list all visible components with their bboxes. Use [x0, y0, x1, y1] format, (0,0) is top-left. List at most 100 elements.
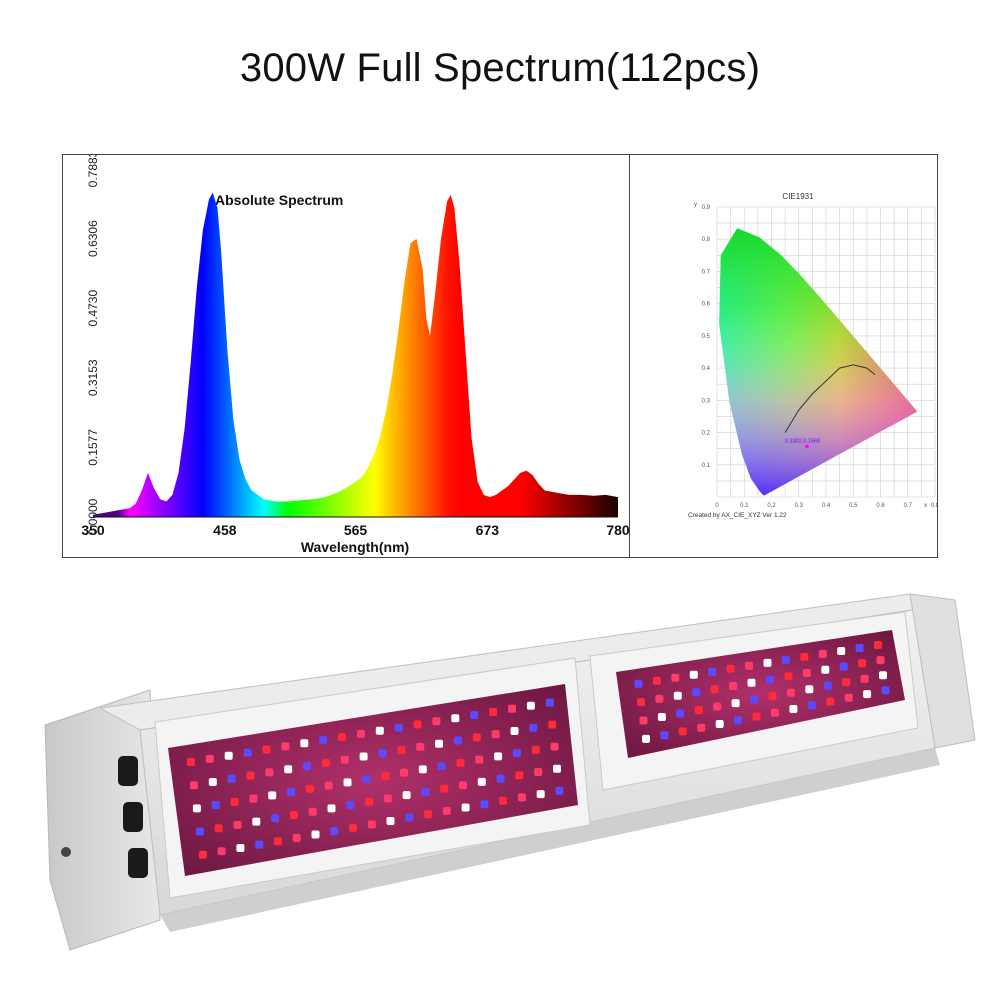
- led-chip: [300, 739, 309, 748]
- led-chip: [356, 729, 365, 738]
- cie-x-tick-label: 0: [715, 503, 719, 509]
- cable-port: [61, 847, 71, 857]
- led-chip: [287, 788, 295, 797]
- led-chip: [195, 827, 204, 836]
- led-chip: [657, 713, 666, 721]
- led-chip: [475, 755, 484, 764]
- led-chip: [863, 690, 872, 699]
- led-chip: [230, 797, 239, 806]
- cie-point-label: 0.3302,0.1568: [785, 438, 820, 444]
- led-chip: [461, 803, 470, 812]
- led-chip: [860, 674, 869, 683]
- chart-frame: Absolute Spectrum 350 458 565 673 780 0.0000…: [62, 154, 938, 558]
- led-chip: [432, 717, 441, 726]
- led-chip: [305, 784, 314, 793]
- led-chip: [517, 793, 526, 802]
- led-chip: [515, 771, 524, 780]
- led-chip: [766, 675, 774, 684]
- led-chip: [400, 768, 408, 777]
- led-chip: [349, 823, 357, 832]
- led-chip: [289, 811, 298, 819]
- switch-2: [123, 802, 143, 832]
- led-chip: [243, 748, 252, 757]
- led-chip: [421, 787, 430, 796]
- fixture-right-end: [909, 593, 976, 749]
- led-chip: [480, 800, 489, 809]
- led-chip: [435, 739, 443, 748]
- led-chip: [268, 791, 277, 800]
- led-chip: [499, 796, 508, 805]
- led-chip: [708, 667, 717, 676]
- spectrum-x-tick-label: 673: [476, 522, 500, 538]
- spectrum-x-tick-label: 780: [606, 522, 629, 538]
- led-chip: [365, 797, 374, 806]
- led-chip: [676, 709, 685, 718]
- cie-y-tick-label: 0.4: [702, 366, 711, 372]
- spectrum-y-tick-label: 0.3153: [86, 359, 100, 396]
- led-chip: [340, 755, 349, 764]
- spectrum-x-tick-label: 458: [213, 522, 237, 538]
- led-chip: [383, 794, 392, 803]
- led-chip: [715, 720, 724, 728]
- led-chip: [678, 727, 687, 736]
- led-chip: [634, 679, 643, 688]
- spectrum-y-tick-label: 0.4730: [86, 290, 100, 327]
- spectrum-y-tick-label: 0.7883: [86, 155, 100, 187]
- led-chip: [327, 804, 336, 813]
- led-chip: [381, 771, 390, 780]
- led-chip: [534, 768, 543, 776]
- cie-y-axis-label: y: [694, 202, 697, 208]
- led-chip: [805, 685, 814, 694]
- led-chip: [842, 678, 851, 687]
- led-chip: [442, 806, 451, 815]
- spectrum-chart: Absolute Spectrum 350 458 565 673 780 0.0000…: [81, 155, 629, 555]
- spectrum-y-ticks: 0.0000 0.1577 0.3153 0.4730 0.6306 0.7883: [86, 155, 100, 535]
- led-chip: [553, 764, 561, 773]
- cie-ticks: 0 0.1 0.2 0.3 0.4 0.5 0.6 0.7 0.8 0.1 0.2 0.3 0.4 0.5…: [702, 205, 938, 509]
- led-chip: [273, 837, 282, 846]
- spectrum-x-label: Wavelength(nm): [301, 539, 409, 555]
- cie-footnote: Created by AX_CIE_XYZ Ver 1.22: [688, 512, 787, 519]
- led-chip: [697, 723, 706, 732]
- led-chip: [781, 655, 790, 664]
- led-chip: [265, 768, 274, 777]
- led-chip: [338, 733, 346, 741]
- led-chip: [186, 758, 195, 766]
- led-chip: [768, 692, 777, 701]
- led-chip: [456, 758, 465, 767]
- cie-x-tick-label: 0.4: [822, 503, 831, 509]
- cie-x-tick-label: 0.2: [767, 503, 776, 509]
- led-chip: [303, 762, 312, 771]
- cie-locus: 0.3302,0.1568: [719, 228, 918, 496]
- led-chip: [839, 662, 848, 671]
- spectrum-x-tick-label: 350: [81, 522, 105, 538]
- led-chip: [710, 685, 719, 694]
- led-chip: [673, 691, 682, 700]
- led-chip: [281, 742, 290, 751]
- led-chip: [217, 847, 226, 856]
- cie-x-tick-label: 0.3: [795, 503, 804, 509]
- frame-divider: [629, 155, 630, 557]
- led-chip: [639, 716, 648, 725]
- cie-y-tick-label: 0.2: [702, 431, 711, 437]
- led-chip: [437, 762, 446, 771]
- led-chip: [550, 742, 559, 751]
- led-chip: [319, 736, 328, 745]
- led-chip: [227, 774, 236, 783]
- led-chip: [512, 749, 521, 758]
- led-chip: [694, 706, 703, 715]
- led-chip: [844, 693, 853, 702]
- led-chip: [397, 746, 406, 755]
- led-chip: [402, 791, 411, 800]
- led-chip: [249, 794, 258, 803]
- cie-color-fill: [719, 228, 918, 496]
- spectrum-area: [93, 192, 618, 517]
- led-chip: [637, 698, 645, 707]
- led-chip: [750, 695, 758, 704]
- led-chip: [818, 649, 827, 658]
- led-chip: [343, 778, 352, 787]
- led-chip: [252, 817, 261, 826]
- led-chip: [837, 647, 846, 655]
- led-chip: [453, 736, 462, 745]
- led-chip: [255, 840, 264, 849]
